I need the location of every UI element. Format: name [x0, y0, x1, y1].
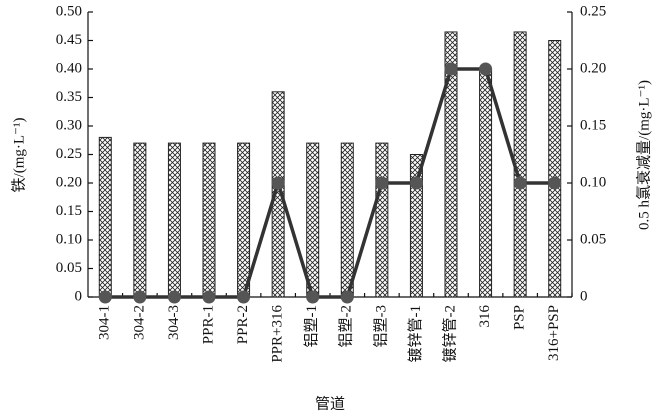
y-tick-label: 0.15	[56, 203, 82, 219]
line-point	[444, 62, 458, 76]
y2-tick-label: 0	[580, 288, 588, 304]
y-tick-label: 0.20	[56, 174, 82, 190]
bar	[237, 142, 251, 298]
y2-tick-label: 0.05	[580, 231, 606, 247]
x-tick-label: 316	[477, 305, 493, 328]
line-point	[479, 62, 493, 76]
bar	[98, 136, 112, 298]
y-tick-label: 0.10	[56, 231, 82, 247]
bar	[306, 142, 320, 298]
bar	[202, 142, 216, 298]
line-point	[306, 290, 320, 304]
x-tick-label: 304-1	[97, 305, 113, 340]
bar	[167, 142, 181, 298]
line-point	[513, 176, 527, 190]
x-tick-label: PPR-1	[200, 305, 216, 344]
bar	[409, 154, 423, 298]
y-tick-label: 0.35	[56, 89, 82, 105]
x-tick-label: PPR+316	[270, 305, 286, 363]
bar	[444, 31, 458, 298]
y2-axis-label: 0.5 h氯衰减量/(mg·L⁻¹)	[635, 80, 652, 230]
y2-tick-label: 0.20	[580, 60, 606, 76]
line-point	[98, 290, 112, 304]
bar	[548, 40, 562, 298]
x-tick-label: 304-3	[166, 305, 182, 340]
line-point	[548, 176, 562, 190]
line-point	[133, 290, 147, 304]
bar	[133, 142, 147, 298]
line-point	[271, 176, 285, 190]
x-tick-label: 316+PSP	[546, 305, 562, 361]
x-tick-label: 304-2	[131, 305, 147, 340]
y-tick-label: 0.50	[56, 3, 82, 19]
x-tick-label: 铝塑-3	[372, 305, 389, 348]
x-tick-label: 镀锌管-1	[407, 305, 424, 363]
x-tick-label: 镀锌管-2	[441, 305, 458, 363]
line-point	[409, 176, 423, 190]
y-tick-label: 0.25	[56, 146, 82, 162]
y2-tick-label: 0.15	[580, 117, 606, 133]
y-axis-label: 铁/(mg·L⁻¹)	[10, 118, 27, 193]
y-tick-label: 0.05	[56, 260, 82, 276]
y-tick-label: 0.30	[56, 117, 82, 133]
line-point	[340, 290, 354, 304]
x-tick-label: PSP	[512, 305, 528, 330]
y2-tick-label: 0.25	[580, 3, 606, 19]
y-tick-label: 0.45	[56, 32, 82, 48]
bar	[340, 142, 354, 298]
line-point	[237, 290, 251, 304]
y-tick-label: 0.40	[56, 60, 82, 76]
line-point	[375, 176, 389, 190]
y-tick-label: 0	[75, 288, 83, 304]
bar	[479, 68, 493, 298]
y2-tick-label: 0.10	[580, 174, 606, 190]
x-axis-label: 管道	[315, 395, 345, 412]
x-tick-label: 铝塑-2	[338, 305, 355, 348]
line-point	[202, 290, 216, 304]
bar	[271, 91, 285, 298]
x-tick-label: 铝塑-1	[303, 305, 320, 348]
line-point	[167, 290, 181, 304]
x-tick-label: PPR-2	[235, 305, 251, 344]
bar	[375, 142, 389, 298]
